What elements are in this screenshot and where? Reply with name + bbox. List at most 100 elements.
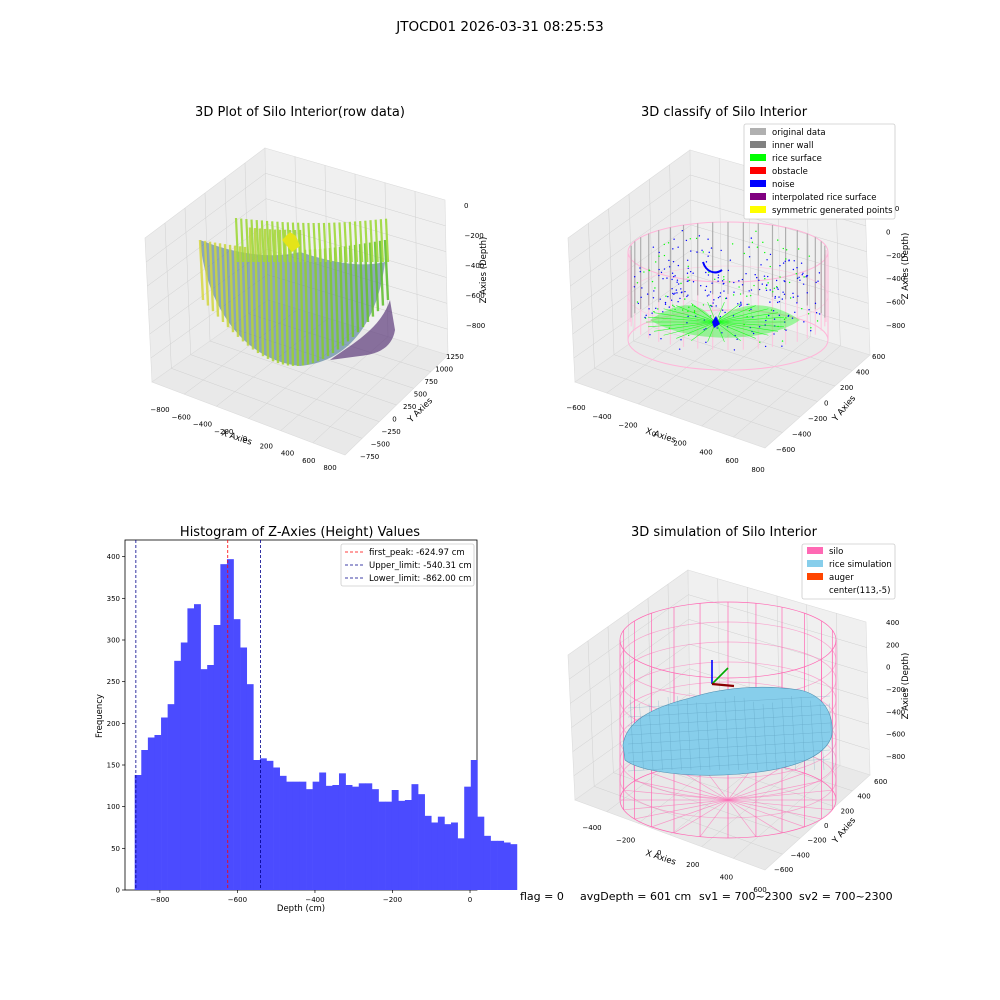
hist-bar xyxy=(280,776,287,890)
legend-label: original data xyxy=(772,128,826,138)
hist-legend: first_peak: -624.97 cmUpper_limit: -540.… xyxy=(341,544,474,586)
raw-y-tick: 500 xyxy=(414,391,427,399)
hist-bar xyxy=(444,824,451,890)
footer-flag: flag = 0 xyxy=(520,890,564,903)
status-footer: flag = 0 avgDepth = 601 cm sv1 = 700~230… xyxy=(520,890,893,903)
sim-ylabel: Y Axies xyxy=(830,815,858,846)
hist-bar xyxy=(504,843,511,891)
hist-bar xyxy=(477,817,484,890)
hist-xtick: −400 xyxy=(305,896,324,904)
legend-swatch xyxy=(807,560,823,567)
classify-x-tick: 400 xyxy=(699,448,712,456)
hist-bar xyxy=(359,783,366,890)
sim-legend: silo rice simulation auger center(113,-5) xyxy=(802,544,895,599)
hist-bar xyxy=(247,684,254,890)
sim-y-tick: 200 xyxy=(841,807,854,815)
hist-bar xyxy=(174,661,181,890)
hist-xlabel: Depth (cm) xyxy=(277,904,325,914)
legend-swatch xyxy=(750,206,766,213)
hist-bar xyxy=(234,619,241,890)
hist-ytick: 150 xyxy=(107,762,120,770)
hist-bar xyxy=(398,801,405,890)
raw-x-tick: −600 xyxy=(172,413,191,421)
hist-bar xyxy=(299,782,306,890)
legend-swatch xyxy=(807,573,823,580)
legend-label: rice surface xyxy=(772,154,822,164)
classify-zlabel: Z Axies (Depth) xyxy=(901,233,911,300)
sim-y-tick: −200 xyxy=(807,837,826,845)
raw-x-tick: −400 xyxy=(193,421,212,429)
raw-x-tick: 200 xyxy=(260,442,273,450)
legend-swatch xyxy=(807,547,823,554)
hist-bar xyxy=(266,761,273,890)
hist-bar xyxy=(405,800,412,890)
hist-ylabel: Frequency xyxy=(95,694,105,738)
raw-y-tick: 0 xyxy=(392,416,396,424)
classify-y-tick: 0 xyxy=(824,400,828,408)
hist-bar xyxy=(313,782,320,890)
sim-y-tick: 0 xyxy=(824,822,828,830)
hist-bar xyxy=(438,817,445,890)
hist-ytick: 0 xyxy=(116,887,120,895)
raw-z-tick: 0 xyxy=(464,202,468,210)
raw-y-tick: 1250 xyxy=(446,353,464,361)
raw-y-tick: 750 xyxy=(425,378,438,386)
hist-bar xyxy=(372,789,379,890)
hist-bar xyxy=(491,841,498,890)
classify-z-tick: −800 xyxy=(886,322,905,330)
legend-swatch xyxy=(750,154,766,161)
hist-bar xyxy=(392,790,399,890)
hist-bar xyxy=(365,783,372,890)
hist-ytick: 50 xyxy=(111,845,120,853)
hist-bar xyxy=(181,643,188,891)
hist-xtick: −800 xyxy=(150,896,169,904)
raw-x-tick: 400 xyxy=(281,450,294,458)
hist-bar xyxy=(214,625,221,890)
raw-x-tick: 600 xyxy=(302,457,315,465)
legend-label: noise xyxy=(772,180,795,190)
legend-swatch xyxy=(750,141,766,148)
hist-bar xyxy=(168,704,175,890)
panel-simulation: 3D simulation of Silo Interior −400 −200 0… xyxy=(568,525,911,894)
sim-x-tick: 400 xyxy=(720,874,733,882)
legend-swatch xyxy=(750,180,766,187)
raw-zlabel: Z Axies (Depth) xyxy=(479,237,489,304)
classify-y-tick: 600 xyxy=(872,353,885,361)
classify-x-tick: −200 xyxy=(618,422,637,430)
raw-y-tick: −750 xyxy=(360,453,379,461)
hist-bar xyxy=(411,784,418,890)
sim-y-tick: −600 xyxy=(774,866,793,874)
classify-z-tick: 0 xyxy=(886,228,890,236)
classify-ylabel: Y Axies xyxy=(830,393,858,424)
sim-x-tick: −400 xyxy=(582,824,601,832)
hist-bar xyxy=(484,836,491,890)
hist-bar xyxy=(385,802,392,890)
panel-classify: 3D classify of Silo Interior −600 −400 −20… xyxy=(566,105,911,474)
hist-xtick: −600 xyxy=(228,896,247,904)
hist-ytick: 350 xyxy=(107,595,120,603)
hist-ytick: 200 xyxy=(107,720,120,728)
hist-xtick: −200 xyxy=(383,896,402,904)
figure-title: JTOCD01 2026-03-31 08:25:53 xyxy=(395,19,604,35)
classify-y-tick: −600 xyxy=(776,446,795,454)
sim-zlabel: Z Axies (Depth) xyxy=(901,653,911,720)
sim-y-tick: 400 xyxy=(857,793,870,801)
raw-y-tick: −500 xyxy=(371,441,390,449)
hist-bar xyxy=(332,785,339,890)
raw-x-tick: −800 xyxy=(150,406,169,414)
classify-xlabel: X Axies xyxy=(644,426,677,445)
sim-z-tick: −600 xyxy=(886,731,905,739)
hist-legend-label: Upper_limit: -540.31 cm xyxy=(369,561,472,571)
classify-y-tick: 400 xyxy=(856,369,869,377)
hist-bar xyxy=(154,735,161,890)
hist-bar xyxy=(326,786,333,890)
classify-x-tick: 800 xyxy=(751,466,764,474)
hist-bar xyxy=(510,844,517,890)
hist-bar xyxy=(379,802,386,890)
hist-bar xyxy=(352,787,359,890)
hist-bar xyxy=(497,841,504,890)
classify-legend: original datainner wallrice surfaceobsta… xyxy=(744,124,895,219)
hist-bar xyxy=(451,823,458,891)
sim-x-tick: 200 xyxy=(686,861,699,869)
